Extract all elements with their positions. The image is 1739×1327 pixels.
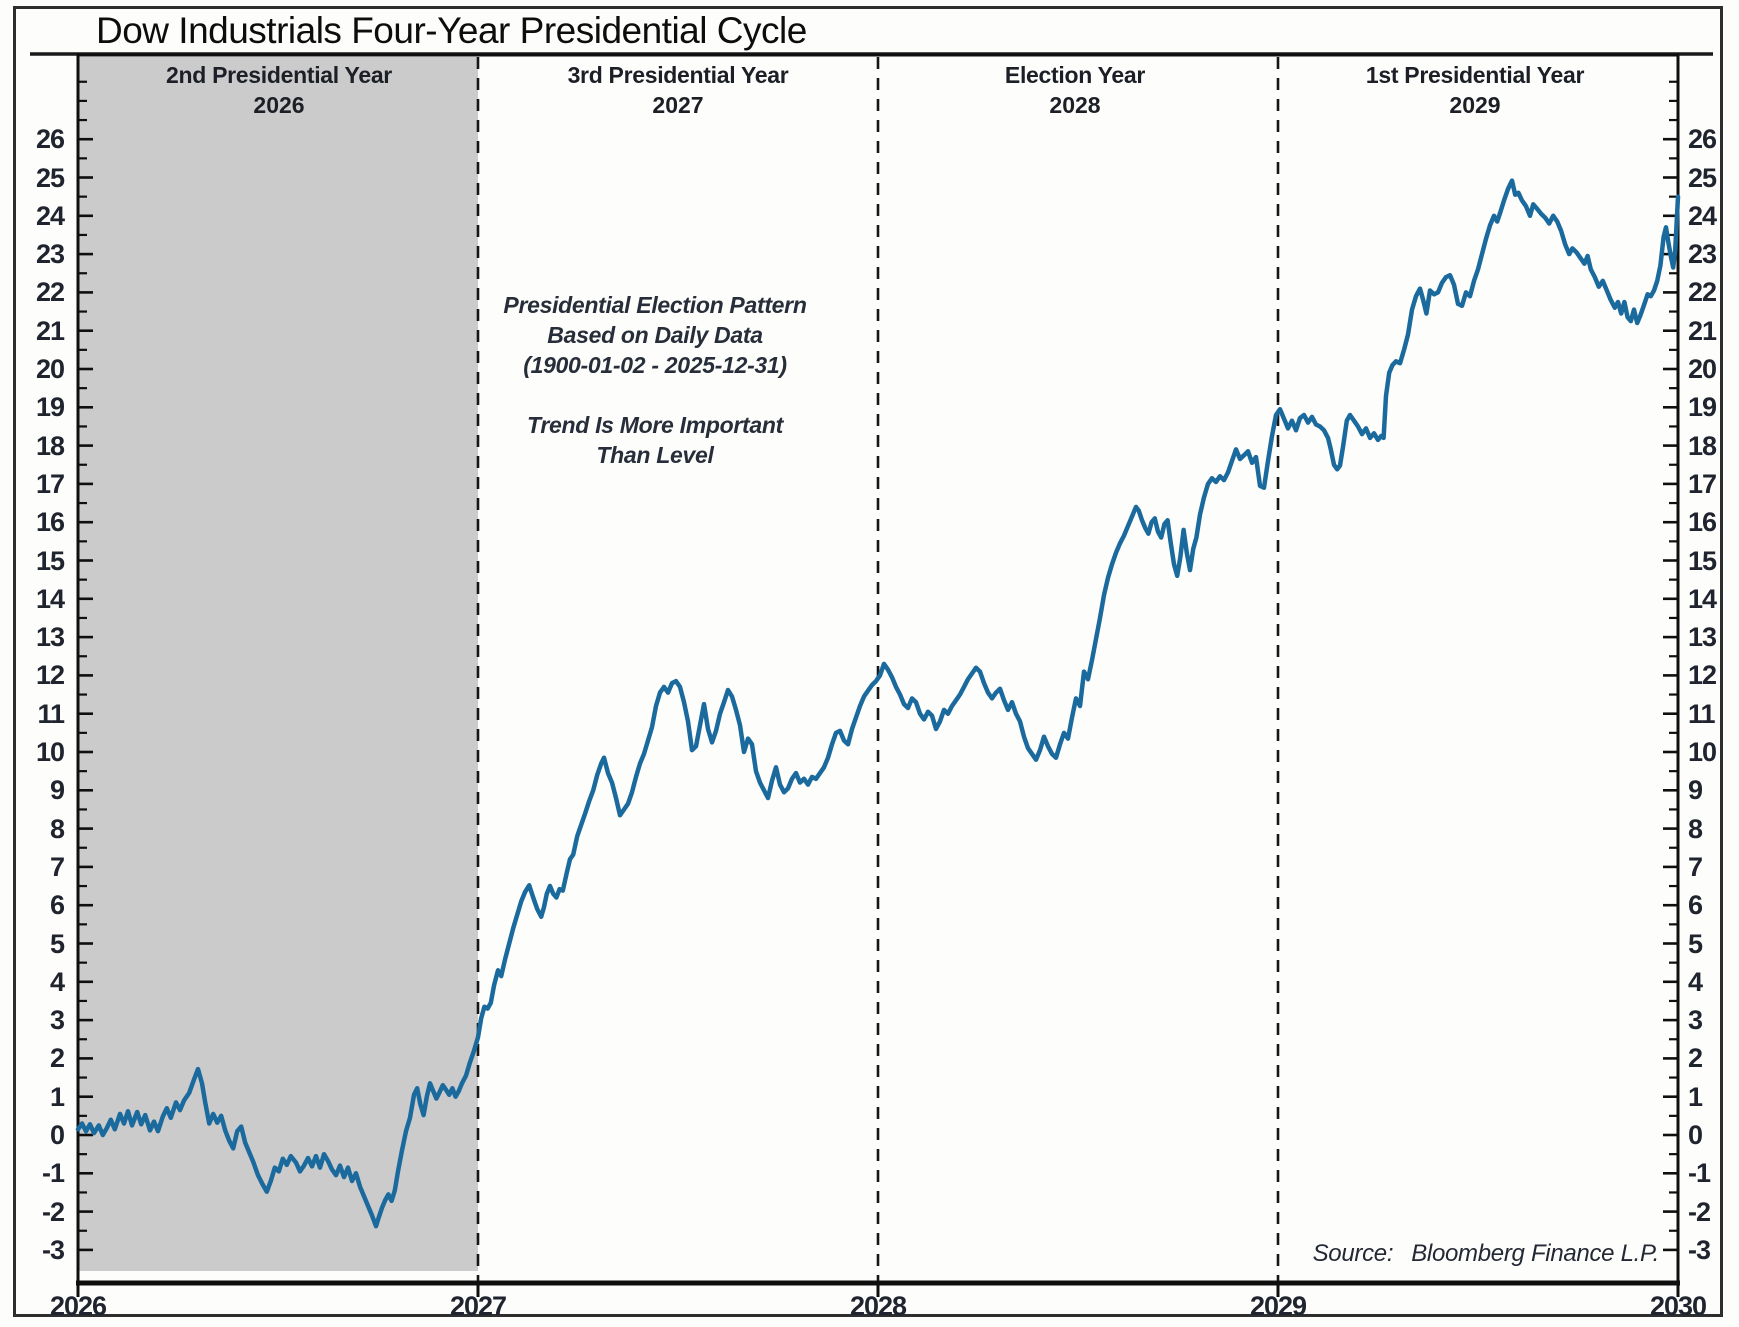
- y-tick-label-left: 25: [35, 162, 65, 193]
- x-tick-label: 2030: [1649, 1291, 1707, 1321]
- y-tick-label-left: 1: [49, 1081, 65, 1112]
- y-tick-label-left: 24: [35, 200, 65, 231]
- source-note: Source: Bloomberg Finance L.P.: [1312, 1240, 1660, 1268]
- y-tick-label-right: 4: [1688, 966, 1703, 997]
- y-tick-label-right: 5: [1688, 928, 1703, 959]
- y-tick-label-left: 6: [49, 890, 65, 921]
- y-tick-label-right: 26: [1688, 124, 1717, 155]
- y-tick-label-left: 20: [35, 354, 65, 384]
- x-tick-label: 2029: [1249, 1291, 1307, 1321]
- y-tick-label-left: 16: [35, 507, 65, 538]
- y-tick-label-right: 9: [1688, 775, 1703, 806]
- y-tick-label-left: 14: [35, 583, 65, 614]
- section-year-2027: 2027: [652, 92, 704, 118]
- y-tick-label-right: 17: [1688, 468, 1717, 499]
- y-tick-label-right: 15: [1688, 545, 1717, 576]
- shaded-2026-band: [78, 57, 478, 1271]
- y-tick-label-right: 3: [1688, 1005, 1703, 1036]
- y-tick-label-left: 17: [35, 468, 65, 499]
- y-tick-label-left: 8: [49, 813, 65, 844]
- y-tick-label-left: 22: [35, 277, 65, 308]
- y-tick-label-left: 3: [49, 1005, 65, 1036]
- y-tick-label-right: 18: [1688, 430, 1717, 461]
- section-label-3rd-presidential-year: 3rd Presidential Year: [567, 62, 789, 88]
- y-tick-label-left: 2: [49, 1043, 65, 1074]
- y-tick-label-left: 23: [35, 239, 65, 270]
- y-tick-label-right: -2: [1688, 1196, 1711, 1227]
- y-tick-label-right: 8: [1688, 813, 1703, 844]
- y-tick-label-right: 19: [1688, 392, 1717, 423]
- y-tick-label-right: 22: [1688, 277, 1717, 308]
- y-tick-label-left: 9: [49, 775, 65, 806]
- y-tick-label-left: 11: [37, 698, 65, 729]
- annotation-daterange-line: (1900-01-02 - 2025-12-31): [523, 352, 787, 378]
- x-tick-label: 2026: [49, 1291, 107, 1321]
- y-tick-label-left: 5: [49, 928, 65, 959]
- y-tick-label-left: 18: [35, 430, 65, 461]
- y-tick-label-right: 6: [1688, 890, 1703, 921]
- y-tick-label-left: 19: [35, 392, 65, 423]
- x-tick-label: 2028: [849, 1291, 907, 1321]
- y-tick-label-left: 4: [49, 966, 65, 997]
- annotation-trend-line1: Trend Is More Important: [527, 412, 783, 438]
- section-year-2026: 2026: [253, 92, 305, 118]
- annotation-data-line: Based on Daily Data: [547, 322, 763, 348]
- y-tick-label-left: 15: [35, 545, 65, 576]
- section-label-2nd-presidential-year: 2nd Presidential Year: [166, 62, 392, 88]
- y-tick-label-right: 20: [1688, 354, 1717, 384]
- cycle-composite-line: [75, 178, 1681, 1229]
- y-tick-label-right: 7: [1688, 851, 1703, 882]
- y-tick-label-left: 10: [35, 737, 65, 767]
- annotation-trend-line2: Than Level: [596, 442, 714, 468]
- y-tick-label-right: 21: [1688, 315, 1717, 346]
- y-tick-label-left: 26: [35, 124, 65, 155]
- y-tick-label-left: 21: [35, 315, 65, 346]
- y-tick-label-right: 25: [1688, 162, 1717, 193]
- y-tick-label-right: 24: [1688, 200, 1717, 231]
- chart-annotation: Presidential Election Pattern Based on D…: [455, 290, 855, 470]
- source-text: Bloomberg Finance L.P.: [1411, 1240, 1659, 1267]
- y-tick-label-left: -2: [41, 1196, 65, 1227]
- section-label-1st-presidential-year: 1st Presidential Year: [1365, 62, 1585, 88]
- y-tick-label-right: -3: [1688, 1234, 1711, 1265]
- y-tick-label-left: 12: [35, 660, 65, 691]
- y-tick-label-right: 2: [1688, 1043, 1703, 1074]
- figure-border: [13, 6, 1723, 1317]
- y-tick-label-right: -1: [1688, 1158, 1711, 1189]
- section-year-2029: 2029: [1449, 92, 1501, 118]
- y-tick-label-right: 0: [1688, 1120, 1703, 1150]
- y-tick-label-right: 11: [1688, 698, 1716, 729]
- y-tick-label-right: 13: [1688, 622, 1717, 653]
- section-year-2028: 2028: [1049, 92, 1101, 118]
- x-tick-label: 2027: [449, 1291, 507, 1321]
- y-tick-label-right: 16: [1688, 507, 1717, 538]
- y-tick-label-left: -1: [41, 1158, 65, 1189]
- y-tick-label-right: 1: [1688, 1081, 1703, 1112]
- y-tick-label-right: 12: [1688, 660, 1717, 691]
- y-tick-label-left: 7: [49, 851, 65, 882]
- y-tick-label-right: 10: [1688, 737, 1717, 767]
- source-label: Source:: [1312, 1240, 1394, 1267]
- page-title: Dow Industrials Four-Year Presidential C…: [96, 10, 807, 51]
- y-tick-label-left: 13: [35, 622, 65, 653]
- y-tick-label-right: 23: [1688, 239, 1717, 270]
- annotation-pattern-line: Presidential Election Pattern: [503, 292, 807, 318]
- section-label-election-year: Election Year: [1004, 62, 1146, 88]
- y-tick-label-right: 14: [1688, 583, 1717, 614]
- y-tick-label-left: -3: [41, 1234, 65, 1265]
- y-tick-label-left: 0: [49, 1120, 65, 1150]
